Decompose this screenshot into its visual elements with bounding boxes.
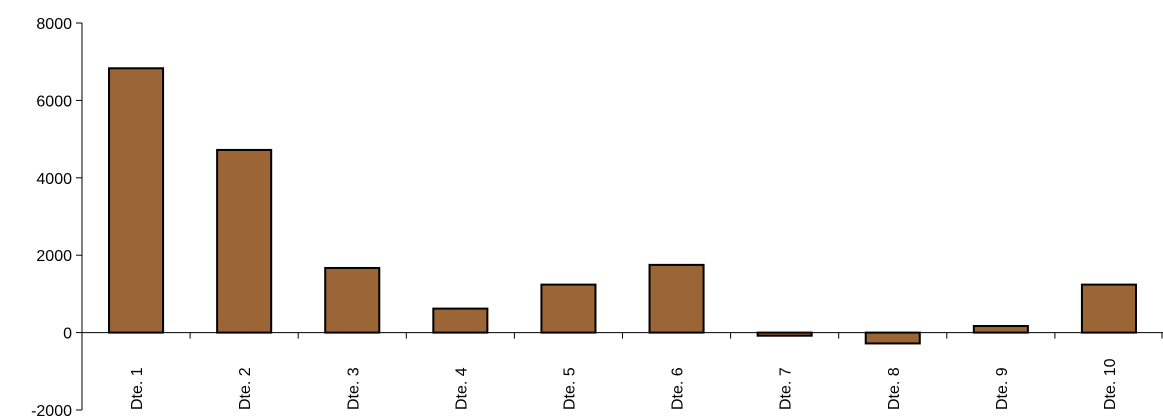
x-category-label: Dte. 8 — [886, 367, 903, 410]
bar-3 — [324, 266, 381, 334]
y-tick-label: 0 — [63, 326, 72, 343]
x-category-label: Dte. 5 — [561, 367, 578, 410]
y-tick-label: -2000 — [31, 403, 72, 418]
x-category-label: Dte. 3 — [345, 367, 362, 410]
bar-4 — [432, 307, 489, 334]
bar-5 — [540, 283, 597, 334]
bar-2 — [216, 148, 273, 334]
y-tick-label: 6000 — [36, 93, 72, 110]
x-category-label: Dte. 10 — [1102, 358, 1119, 410]
x-category-label: Dte. 7 — [778, 367, 795, 410]
y-tick-label: 2000 — [36, 248, 72, 265]
x-category-label: Dte. 4 — [453, 367, 470, 410]
x-category-label: Dte. 1 — [129, 367, 146, 410]
bar-8 — [864, 331, 921, 345]
bar-9 — [972, 325, 1029, 334]
bar-6 — [648, 263, 705, 334]
bars — [108, 67, 1137, 345]
y-axis: -2000 0 2000 4000 6000 8000 — [31, 16, 83, 418]
x-category-label: Dte. 2 — [237, 367, 254, 410]
y-tick-label: 4000 — [36, 171, 72, 188]
x-axis: Dte. 1 Dte. 2 Dte. 3 Dte. 4 Dte. 5 Dte. 6 Dte.… — [81, 332, 1163, 410]
x-category-label: Dte. 9 — [994, 367, 1011, 410]
y-tick-label: 8000 — [36, 16, 72, 33]
bar-10 — [1080, 283, 1137, 334]
x-category-label: Dte. 6 — [670, 367, 687, 410]
bar-1 — [108, 67, 165, 334]
